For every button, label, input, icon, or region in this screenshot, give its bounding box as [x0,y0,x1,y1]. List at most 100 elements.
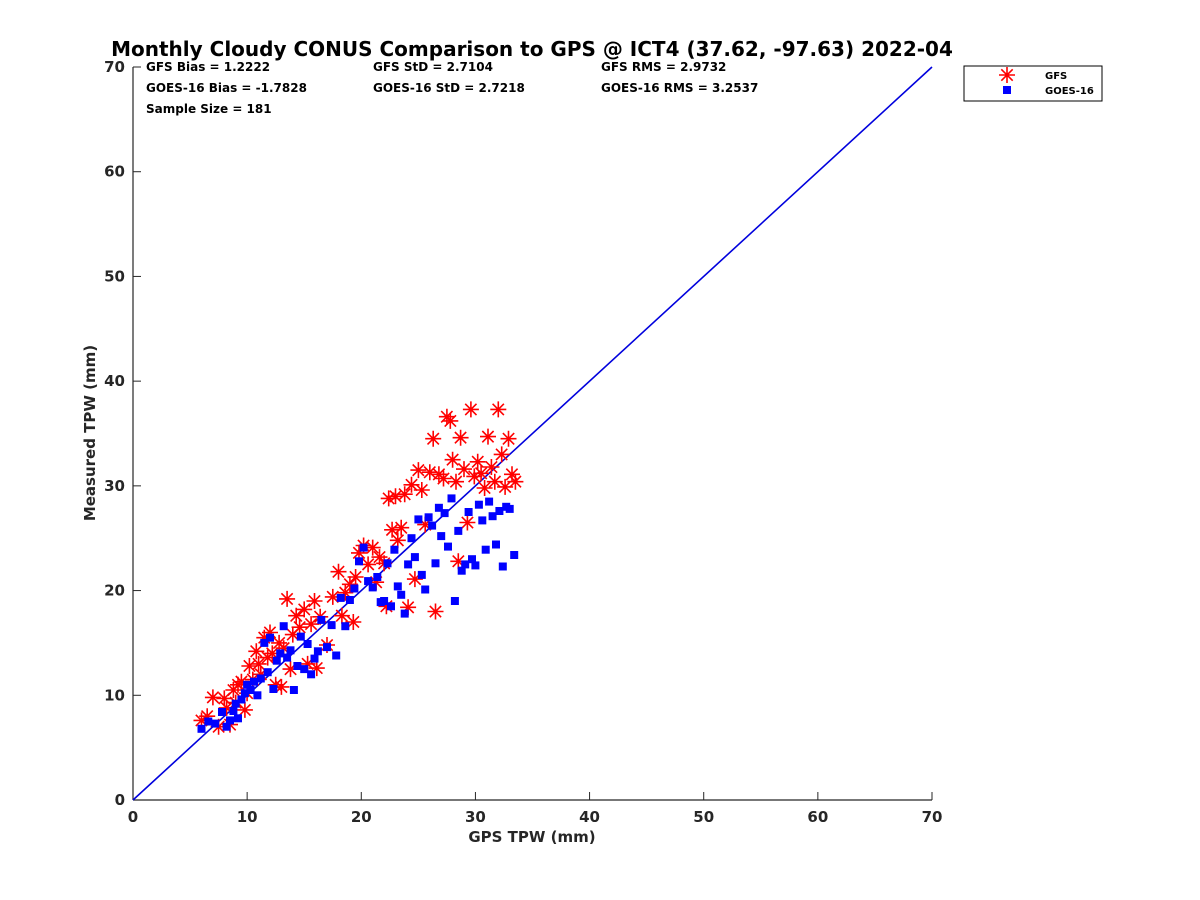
goes-16-point [468,555,476,564]
goes-16-point [256,674,265,683]
goes-16-point [431,559,440,568]
gfs-point [504,466,520,483]
gfs-point [444,451,461,468]
gfs-point [466,468,483,485]
goes-16-point [359,543,368,552]
legend-gfs-label: GFS [1045,71,1067,82]
goes-16-point [323,643,331,652]
gfs-point [406,571,423,588]
goes-16-point [350,584,359,593]
x-tick-label: 20 [351,808,372,826]
gfs-point [360,556,377,573]
goes-16-point [272,656,281,665]
gfs-point [233,673,250,690]
gfs-point [435,470,452,487]
goes-16-point [276,649,285,658]
goes-16-point [444,542,452,551]
series-gfs [193,401,524,735]
legend-goes-marker [1003,86,1011,94]
goes-16-point [461,560,470,569]
goes-16-point [355,557,363,566]
goes-16-point [260,638,269,647]
goes-16-point [336,593,345,602]
goes-16-point [364,577,373,586]
gfs-point [204,689,221,706]
goes-16-point [226,716,234,725]
gfs-point [427,603,444,620]
gfs-point [216,690,233,707]
x-tick-label: 50 [693,808,714,826]
gfs-point [387,488,404,505]
statistics-text: GFS Bias = 1.2222 GFS StD = 2.7104 GFS R… [146,60,758,116]
gfs-point [442,412,459,429]
gfs-point [497,478,514,495]
gfs-point [330,563,347,580]
gfs-point [241,658,258,674]
gfs-point [282,661,299,678]
gfs-point [462,401,479,418]
goes-16-point [414,515,423,524]
gfs-point [486,473,503,490]
goes-16-point [289,686,298,694]
goes-16-point [471,561,480,570]
gfs-point [218,699,235,716]
gfs-point [303,616,320,633]
gfs-point [337,584,354,601]
goes-16-point [250,677,258,686]
gfs-point [507,473,524,490]
gfs-point [380,490,397,507]
goes-16-point [495,507,504,515]
stat-gfs-std: GFS StD = 2.7104 [373,60,493,74]
x-tick-label: 40 [579,808,600,826]
chart-title: Monthly Cloudy CONUS Comparison to GPS @… [111,37,953,61]
gfs-point [425,430,442,447]
goes-16-point [327,621,336,630]
goes-16-point [231,699,240,708]
goes-16-point [464,508,473,516]
goes-16-point [307,670,316,679]
gfs-point [480,428,496,445]
goes-16-point [481,545,490,554]
goes-16-point [397,590,406,599]
goes-16-point [240,689,249,698]
gfs-point [279,590,296,607]
goes-16-point [303,640,312,648]
gfs-point [476,480,493,496]
stat-goes-bias: GOES-16 Bias = -1.7828 [146,81,307,95]
y-tick-label: 40 [104,372,125,390]
goes-16-point [310,654,319,663]
gfs-point [500,430,517,447]
gfs-point [262,624,278,641]
goes-16-point [246,686,255,694]
goes-16-point [197,724,206,733]
gfs-point [347,569,364,585]
gfs-point [252,666,269,683]
gfs-point [371,549,388,566]
legend-gfs-marker [999,67,1015,83]
legend-box [963,65,1103,102]
gfs-point [389,532,406,549]
gfs-point [490,401,507,418]
goes-16-point [510,551,519,559]
goes-16-point [286,646,295,655]
goes-16-point [457,566,466,575]
gfs-point [450,553,467,570]
gfs-point [393,519,410,536]
gfs-point [273,678,290,695]
x-axis-label: GPS TPW (mm) [468,828,595,846]
gfs-point [333,607,350,624]
gfs-point [396,486,413,503]
goes-16-point [447,494,456,503]
y-tick-label: 50 [104,267,125,285]
gfs-point [306,593,323,609]
gfs-point [236,701,253,718]
gfs-point [264,645,281,662]
gfs-point [275,640,292,657]
ticks: 0 10 20 30 40 50 60 70 0 10 20 30 40 50 60 70 [104,58,942,826]
y-tick-label: 70 [104,58,125,76]
stat-gfs-rms: GFS RMS = 2.9732 [601,60,726,74]
goes-16-point [404,560,413,569]
goes-16-point [450,597,459,605]
gfs-point [469,453,486,470]
